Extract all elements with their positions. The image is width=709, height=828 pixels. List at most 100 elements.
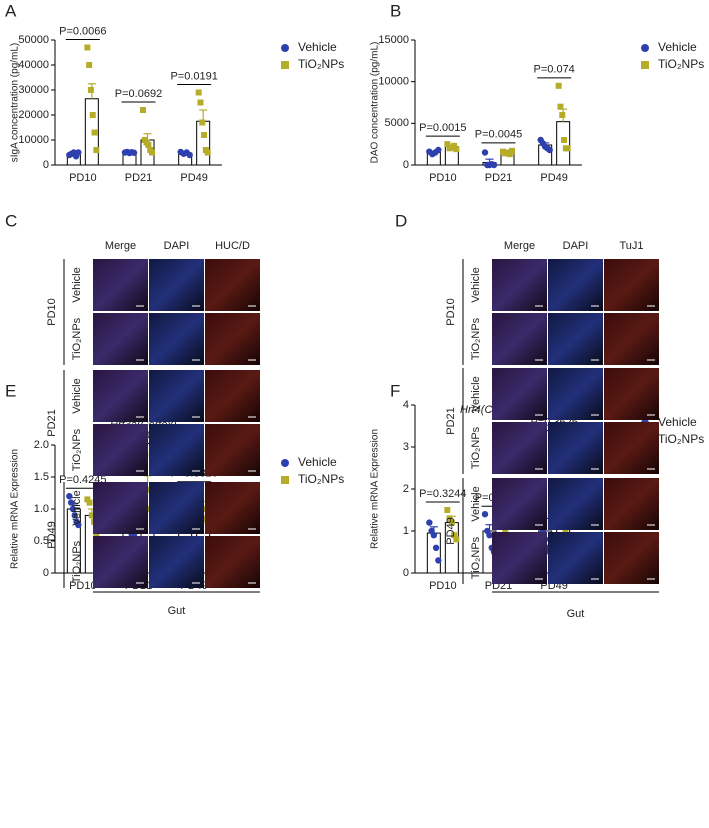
data-point xyxy=(451,532,458,539)
micrograph xyxy=(492,478,547,530)
data-point xyxy=(186,151,193,159)
data-point xyxy=(562,528,569,534)
micrograph xyxy=(205,313,260,365)
y-tick-label: 0 xyxy=(403,159,409,171)
panel-label: D xyxy=(395,211,407,230)
panel-label: F xyxy=(390,381,400,400)
data-point xyxy=(509,147,515,154)
y-tick-label: 10000 xyxy=(378,76,409,88)
bar xyxy=(556,121,571,166)
data-point xyxy=(561,137,568,143)
micrograph xyxy=(604,259,659,311)
micrograph xyxy=(205,536,260,588)
micrograph xyxy=(93,536,148,588)
data-point xyxy=(75,521,82,529)
column-header: HUC/D xyxy=(215,240,250,252)
column-header: Merge xyxy=(504,240,535,252)
data-point xyxy=(93,531,100,538)
group-label: PD49 xyxy=(46,521,58,549)
micrograph xyxy=(604,422,659,474)
data-point xyxy=(453,536,460,543)
column-header: Merge xyxy=(105,240,136,252)
legend-marker xyxy=(641,61,649,69)
data-point xyxy=(435,146,442,154)
data-point xyxy=(546,146,553,154)
panel-label: C xyxy=(5,211,17,230)
micrograph xyxy=(604,532,659,584)
micrograph xyxy=(548,478,603,530)
micrograph xyxy=(205,482,260,534)
data-point xyxy=(502,528,509,534)
data-point xyxy=(506,151,513,158)
x-tick-label: PD49 xyxy=(540,172,568,184)
p-value: P=0.074 xyxy=(534,64,575,76)
row-label: TiO₂NPs xyxy=(71,540,83,583)
legend-label: Vehicle xyxy=(298,455,337,469)
data-point xyxy=(435,557,442,564)
panel-label: E xyxy=(5,381,16,400)
bar xyxy=(426,532,441,574)
micrograph xyxy=(149,259,204,311)
legend-label: TiO₂NPs xyxy=(658,432,704,446)
p-value: P=0.0066 xyxy=(59,25,106,37)
micrograph xyxy=(93,482,148,534)
data-point xyxy=(486,532,493,539)
y-tick-label: 3 xyxy=(403,441,409,453)
p-value: P=0.3244 xyxy=(419,488,466,500)
legend-marker xyxy=(281,459,289,467)
y-tick-label: 1.0 xyxy=(34,503,49,515)
data-point xyxy=(201,132,208,138)
x-tick-label: PD10 xyxy=(69,580,97,592)
bar xyxy=(196,120,211,166)
data-point xyxy=(88,512,95,519)
micrograph xyxy=(205,424,260,476)
row-label: Vehicle xyxy=(470,486,482,521)
group-label: PD21 xyxy=(445,407,457,435)
x-tick-label: PD21 xyxy=(125,172,153,184)
data-point xyxy=(446,515,453,522)
data-point xyxy=(84,44,91,51)
y-axis-label: sIgA concentration (pg/mL) xyxy=(10,43,21,163)
micrograph xyxy=(604,478,659,530)
data-point xyxy=(89,112,96,118)
y-axis-label: Relative mRNA Expression xyxy=(370,429,381,549)
column-header: DAPI xyxy=(563,240,589,252)
column-header: DAPI xyxy=(164,240,190,252)
y-tick-label: 2 xyxy=(403,483,409,495)
data-point xyxy=(199,119,206,126)
micrograph xyxy=(149,424,204,476)
data-point xyxy=(559,112,566,118)
data-point xyxy=(204,149,211,156)
micrograph xyxy=(548,259,603,311)
y-tick-label: 1 xyxy=(403,525,409,537)
micrograph xyxy=(93,370,148,422)
y-tick-label: 15000 xyxy=(378,34,409,46)
row-label: Vehicle xyxy=(71,378,83,413)
y-tick-label: 2.0 xyxy=(34,439,49,451)
x-tick-label: PD21 xyxy=(485,172,513,184)
panel-label: A xyxy=(5,1,17,20)
data-point xyxy=(451,142,458,149)
group-label: PD21 xyxy=(46,409,58,437)
group-label: PD10 xyxy=(46,298,58,326)
row-label: Vehicle xyxy=(71,490,83,525)
legend-label: TiO₂NPs xyxy=(298,472,344,486)
group-label: PD49 xyxy=(445,517,457,545)
data-point xyxy=(87,87,94,93)
data-point xyxy=(91,129,98,136)
data-point xyxy=(557,103,564,110)
micrograph xyxy=(149,313,204,365)
row-label: TiO₂NPs xyxy=(470,536,482,579)
y-axis-label: Relative mRNA Expression xyxy=(10,449,21,569)
micrograph xyxy=(205,370,260,422)
y-tick-label: 30000 xyxy=(18,84,49,96)
y-tick-label: 5000 xyxy=(385,117,409,129)
y-tick-label: 0 xyxy=(43,567,49,579)
legend-label: TiO₂NPs xyxy=(298,57,344,71)
data-point xyxy=(69,505,77,513)
group-label: PD10 xyxy=(445,298,457,326)
row-label: Vehicle xyxy=(470,376,482,411)
data-point xyxy=(66,493,73,500)
row-label: Vehicle xyxy=(470,267,482,302)
